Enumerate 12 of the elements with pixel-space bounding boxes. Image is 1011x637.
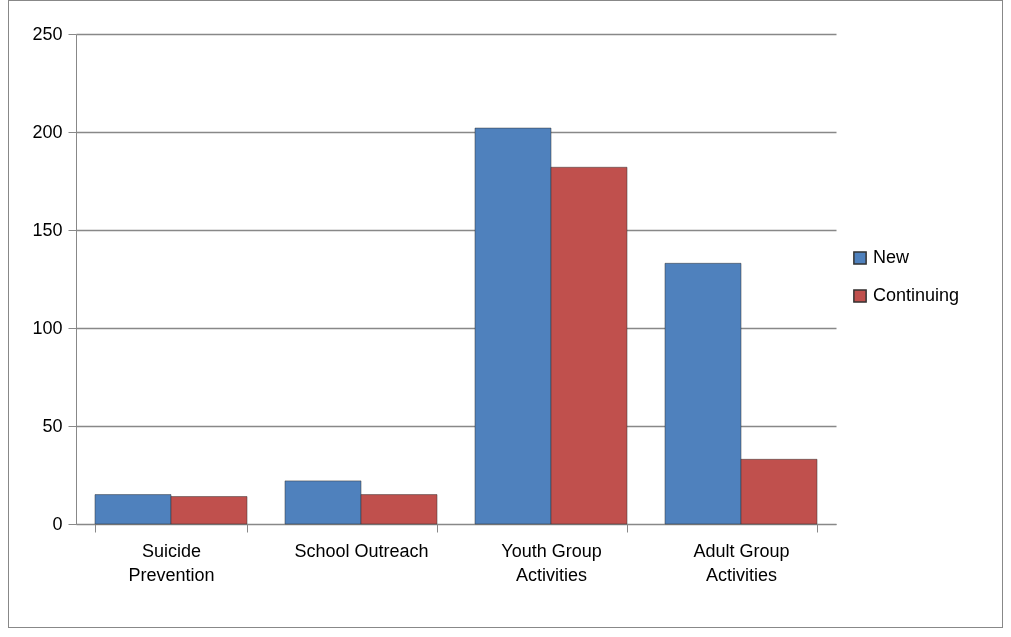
legend-label: New <box>873 247 911 267</box>
x-tick-label: Adult Group Activities <box>693 540 790 585</box>
y-tick-label: 100 <box>32 317 63 338</box>
legend-label: Continuing <box>873 285 960 305</box>
y-tick-label: 50 <box>42 415 63 436</box>
x-tick-label: Suicide Prevention <box>128 540 215 585</box>
y-tick-label: 0 <box>52 513 63 534</box>
y-tick-label: 200 <box>32 121 63 142</box>
x-tick-label: Youth Group Activities <box>501 540 602 585</box>
y-tick-label: 150 <box>32 219 63 240</box>
y-tick-label: 250 <box>32 23 63 44</box>
x-tick-label: School Outreach <box>294 540 429 561</box>
